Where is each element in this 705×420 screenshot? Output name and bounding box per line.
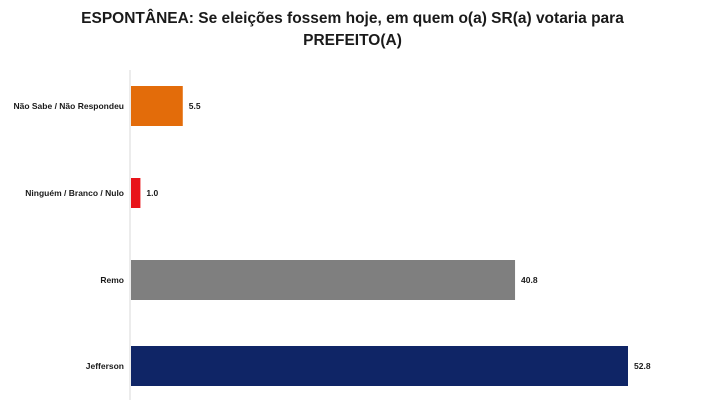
category-label-1: Ninguém / Branco / Nulo xyxy=(25,188,124,198)
chart-title: ESPONTÂNEA: Se eleições fossem hoje, em … xyxy=(40,8,665,52)
chart-title-line-2: PREFEITO(A) xyxy=(303,32,402,49)
value-label-0: 5.5 xyxy=(189,101,201,111)
bar-3 xyxy=(131,346,628,386)
value-label-2: 40.8 xyxy=(521,275,538,285)
bar-2 xyxy=(131,260,516,300)
value-label-1: 1.0 xyxy=(146,188,158,198)
bars-layer: Não Sabe / Não Respondeu 5.5 Ninguém / Bra… xyxy=(13,86,651,386)
category-label-0: Não Sabe / Não Respondeu xyxy=(13,101,124,111)
bar-0 xyxy=(131,86,183,126)
bar-1 xyxy=(131,178,141,208)
value-label-3: 52.8 xyxy=(634,361,651,371)
chart-title-line-1: ESPONTÂNEA: Se eleições fossem hoje, em … xyxy=(81,10,624,27)
category-label-2: Remo xyxy=(100,275,124,285)
category-label-3: Jefferson xyxy=(86,361,124,371)
